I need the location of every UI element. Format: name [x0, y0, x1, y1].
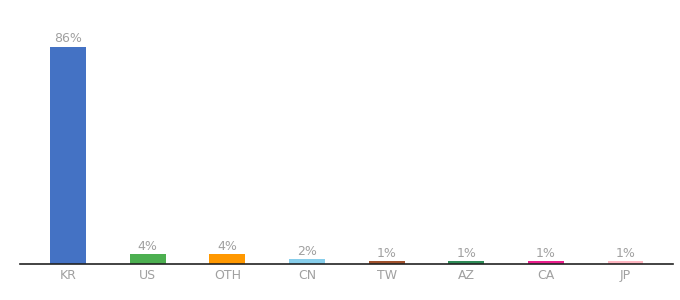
- Bar: [369, 262, 405, 264]
- Text: 86%: 86%: [54, 32, 82, 46]
- Bar: [607, 262, 643, 264]
- Text: 4%: 4%: [138, 240, 158, 253]
- Bar: [448, 262, 484, 264]
- Text: 4%: 4%: [218, 240, 237, 253]
- Bar: [50, 47, 86, 264]
- Bar: [130, 254, 166, 264]
- Text: 1%: 1%: [377, 247, 396, 260]
- Bar: [289, 259, 325, 264]
- Text: 2%: 2%: [297, 245, 317, 258]
- Text: 1%: 1%: [615, 247, 635, 260]
- Text: 1%: 1%: [536, 247, 556, 260]
- Text: 1%: 1%: [456, 247, 476, 260]
- Bar: [209, 254, 245, 264]
- Bar: [528, 262, 564, 264]
